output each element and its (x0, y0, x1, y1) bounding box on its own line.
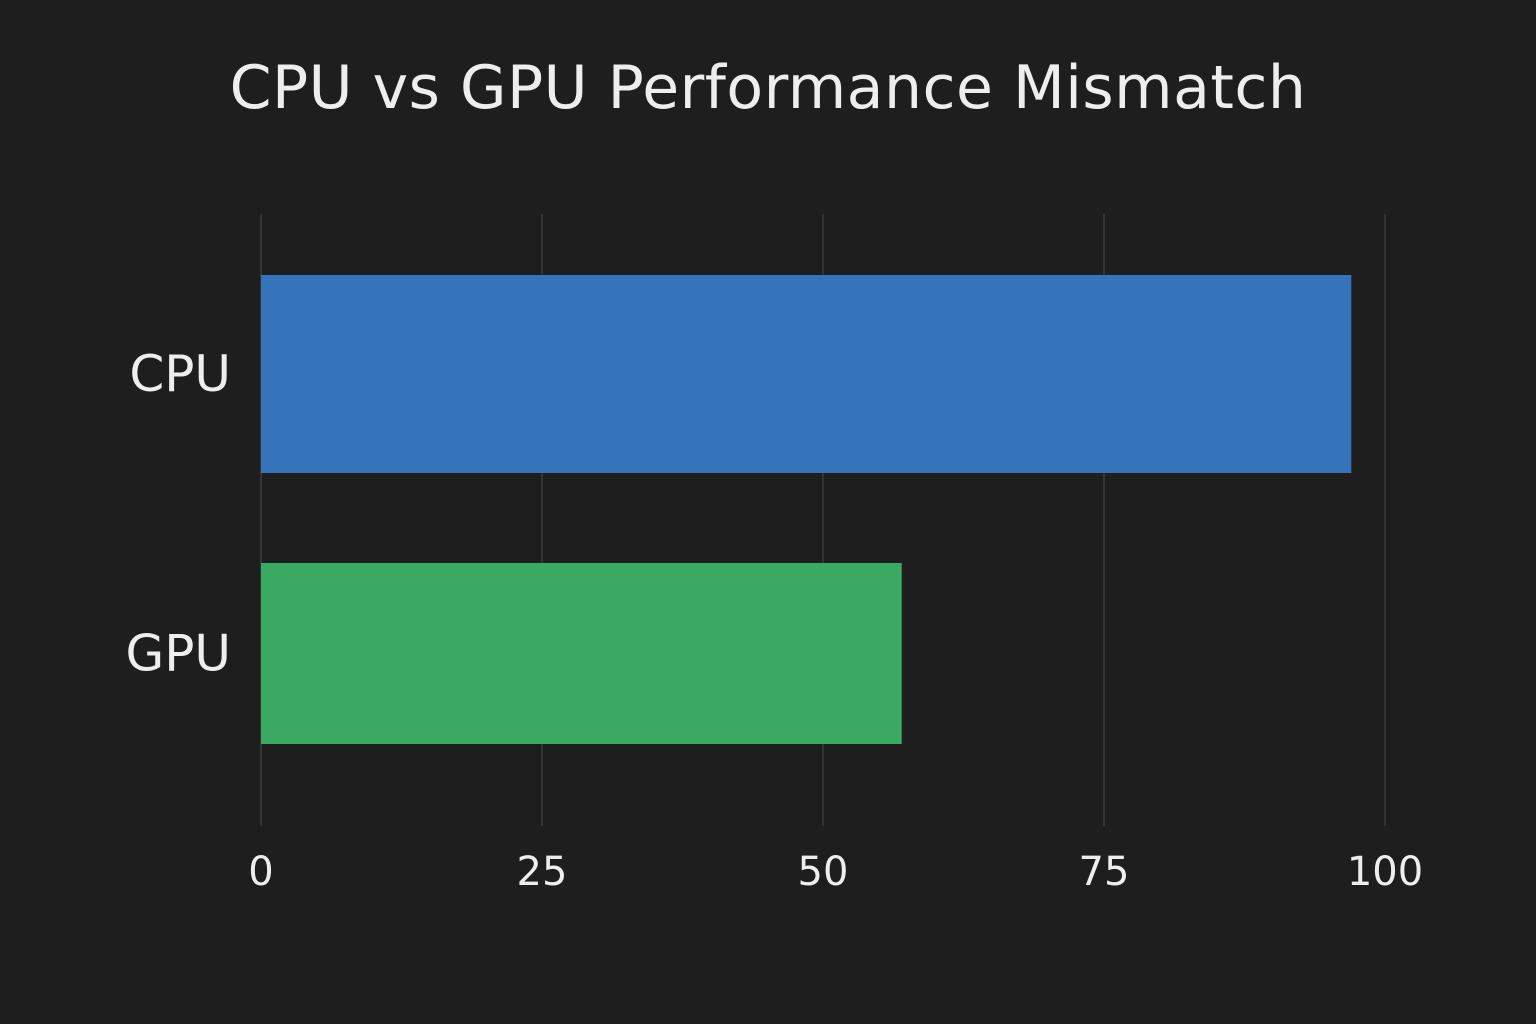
category-label-gpu: GPU (126, 625, 232, 683)
category-labels: CPU GPU (126, 345, 232, 683)
x-tick-label-0: 0 (248, 849, 273, 895)
x-tick-label-50: 50 (798, 849, 849, 895)
x-axis-ticks: 0 25 50 75 100 (248, 849, 1423, 895)
category-label-cpu: CPU (129, 345, 231, 403)
bar-cpu (261, 275, 1352, 473)
bars (261, 275, 1352, 744)
bar-gpu (261, 563, 902, 744)
x-tick-label-100: 100 (1347, 849, 1423, 895)
x-tick-label-25: 25 (517, 849, 568, 895)
x-tick-label-75: 75 (1079, 849, 1130, 895)
chart-title: CPU vs GPU Performance Mismatch (229, 53, 1307, 123)
